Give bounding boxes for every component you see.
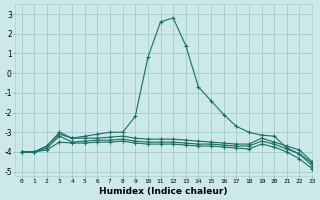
- X-axis label: Humidex (Indice chaleur): Humidex (Indice chaleur): [100, 187, 228, 196]
